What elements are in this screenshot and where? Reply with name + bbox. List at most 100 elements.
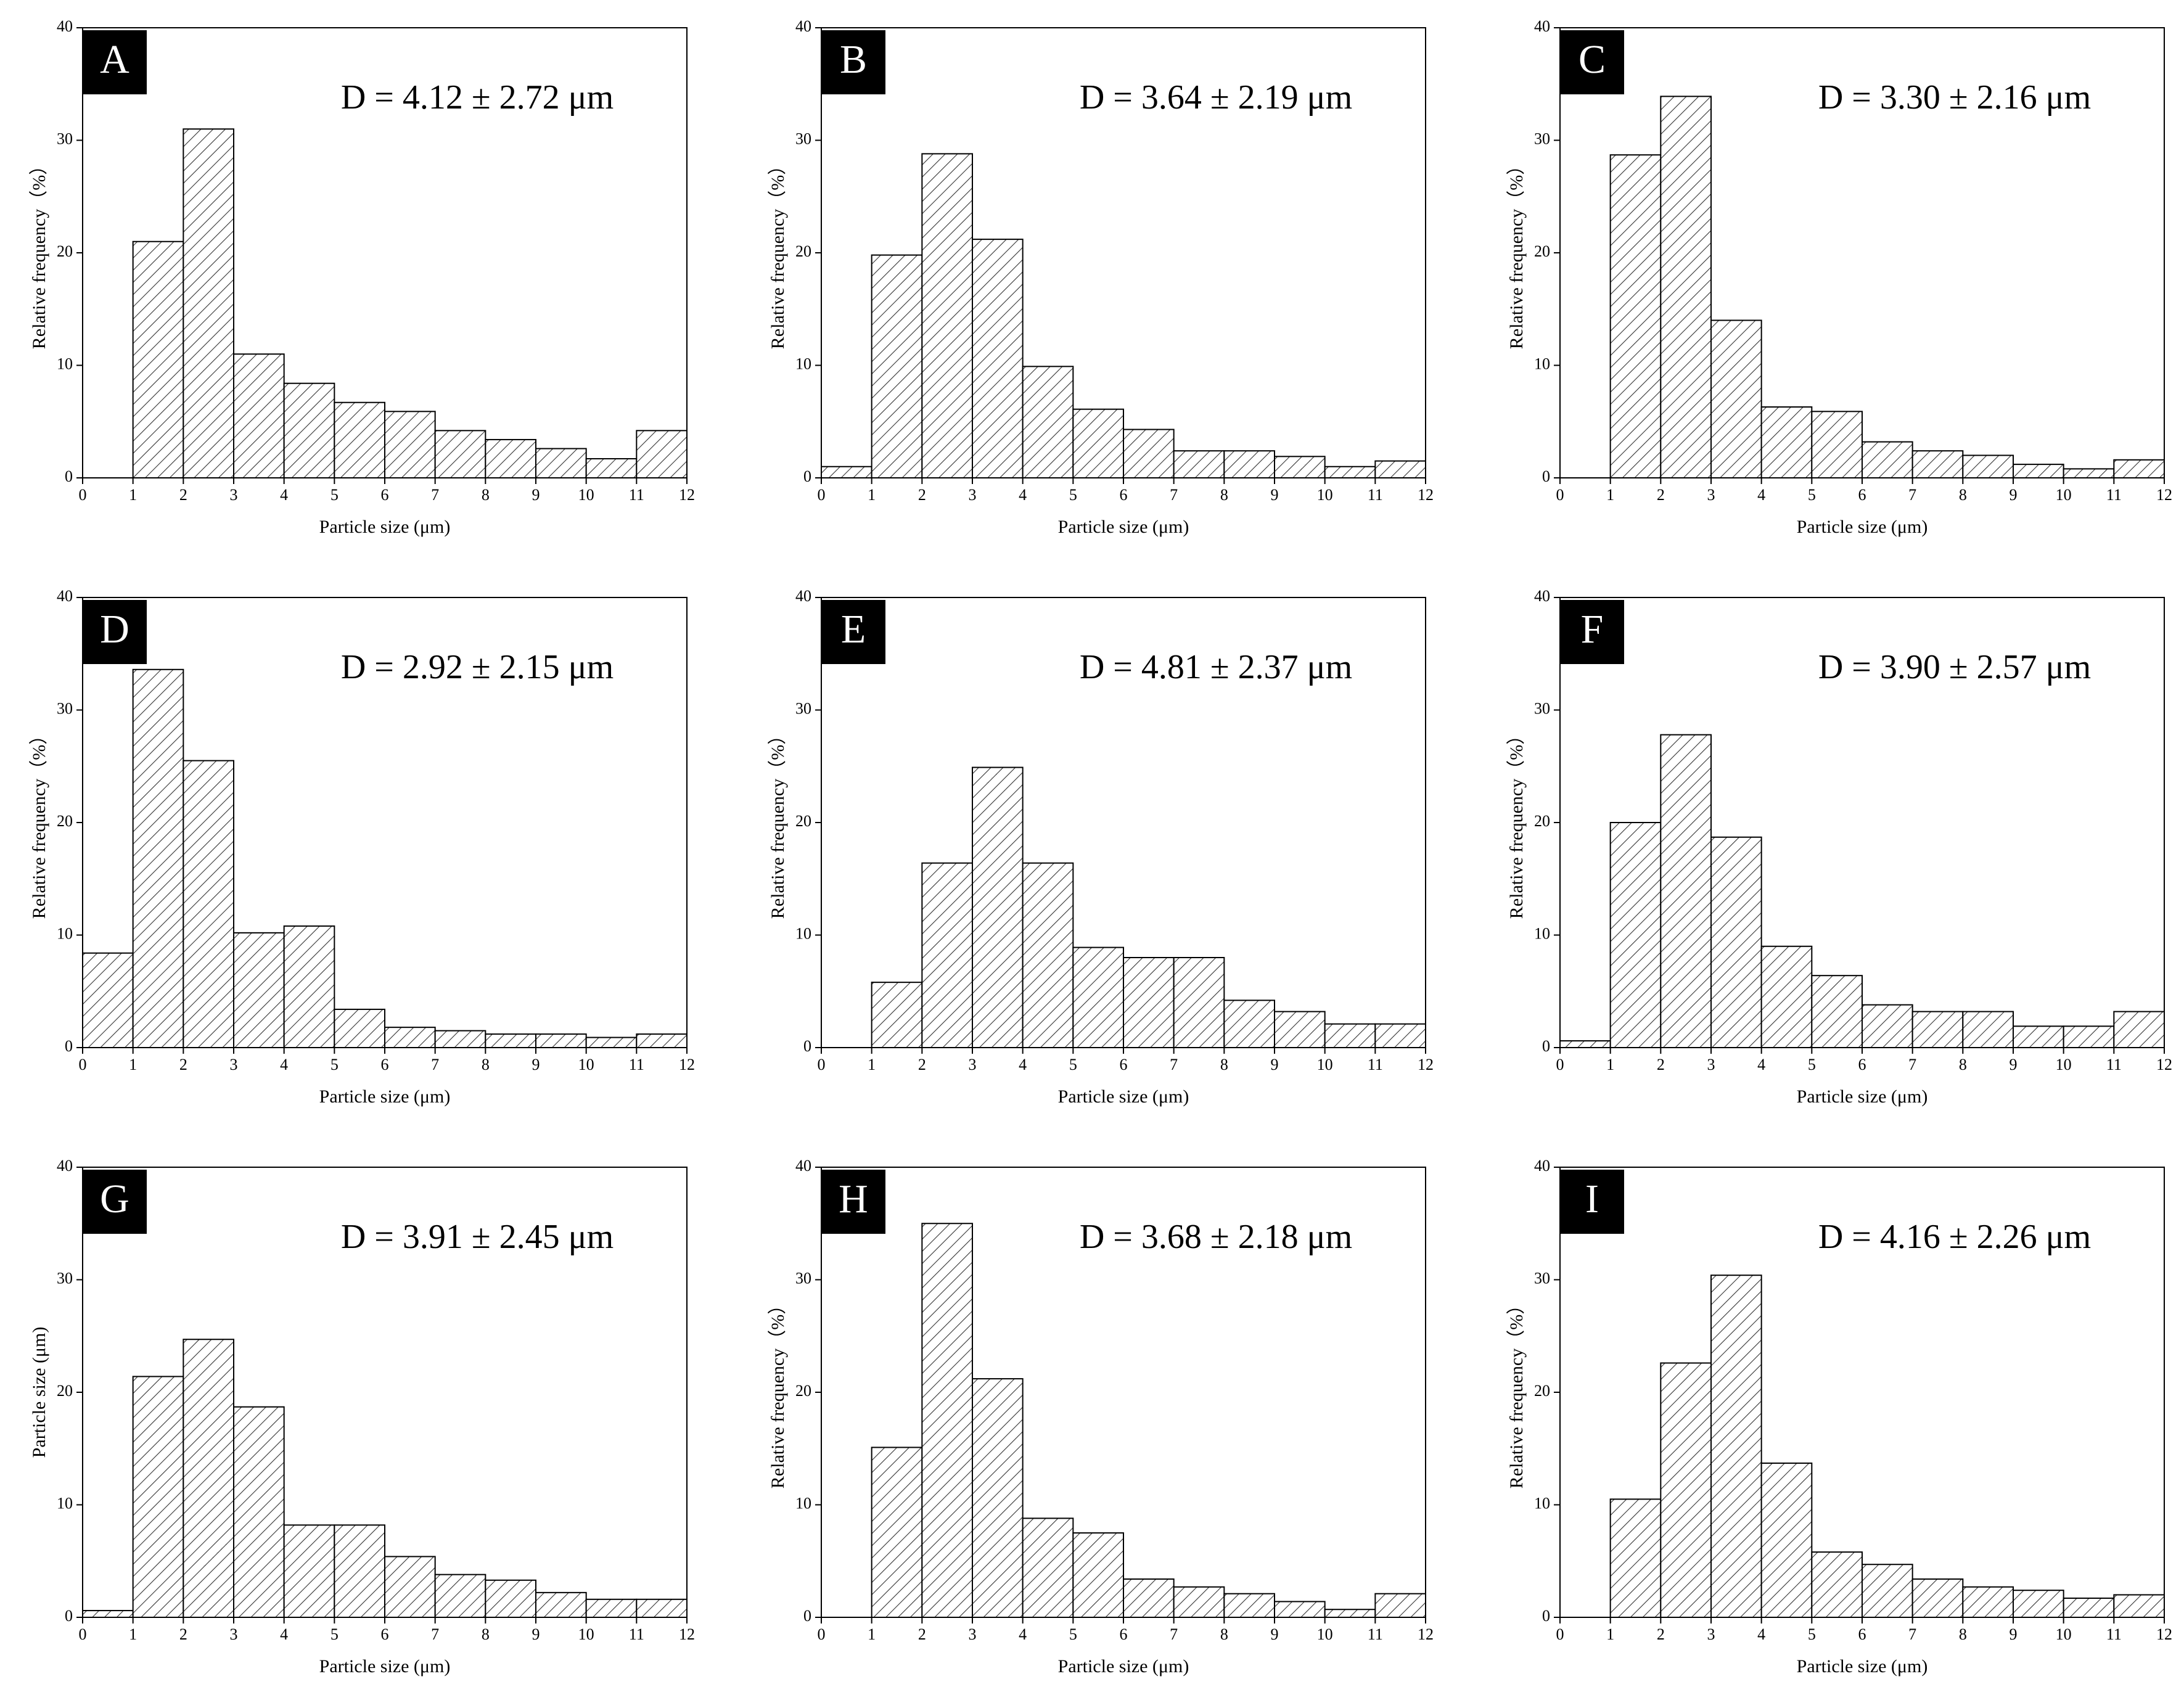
x-tick-label: 3 (969, 1625, 977, 1643)
bar (1962, 1586, 2014, 1619)
x-tick-label: 7 (431, 486, 439, 504)
x-tick-label: 8 (1959, 1625, 1967, 1643)
bar (972, 239, 1024, 478)
y-axis-label: Relative frequency（%） (1506, 157, 1527, 349)
x-tick-label: 3 (230, 486, 238, 504)
x-tick-label: 1 (129, 1056, 137, 1073)
panel-label-box (1560, 1170, 1624, 1234)
y-tick-label: 30 (1534, 1269, 1550, 1287)
bar (233, 1406, 285, 1619)
bar (434, 1574, 486, 1618)
bar (384, 1027, 436, 1049)
x-tick-label: 7 (431, 1625, 439, 1643)
bar (1274, 1011, 1326, 1048)
annotation: D = 4.81 ± 2.37 μm (1080, 648, 1352, 686)
bar (283, 382, 335, 479)
y-tick-label: 0 (65, 467, 73, 485)
y-tick-label: 30 (57, 129, 73, 147)
x-tick-label: 4 (280, 486, 288, 504)
y-tick-label: 40 (795, 17, 811, 35)
bar (1072, 1532, 1125, 1618)
bar (1710, 1274, 1762, 1618)
x-tick-label: 2 (179, 1625, 187, 1643)
x-tick-label: 0 (818, 1625, 826, 1643)
bar (921, 862, 974, 1048)
annotation: D = 3.91 ± 2.45 μm (341, 1218, 614, 1256)
x-tick-label: 0 (1556, 486, 1564, 504)
x-tick-label: 1 (129, 1625, 137, 1643)
bar (1223, 999, 1276, 1048)
x-tick-label: 1 (129, 486, 137, 504)
bar (1374, 1593, 1426, 1619)
x-tick-label: 3 (1707, 1056, 1715, 1073)
x-tick-label: 4 (1019, 1625, 1027, 1643)
y-tick-label: 0 (65, 1037, 73, 1055)
panel-label: I (1585, 1176, 1599, 1221)
y-tick-label: 40 (1534, 1157, 1550, 1175)
y-axis-label: Particle size (μm) (29, 1327, 49, 1458)
bar (1911, 450, 1964, 479)
bar (1609, 154, 1662, 479)
bar (1072, 408, 1125, 478)
x-tick-label: 11 (2106, 1056, 2122, 1073)
y-tick-label: 0 (1542, 1037, 1550, 1055)
bar (82, 952, 134, 1048)
x-tick-label: 8 (482, 1625, 490, 1643)
y-tick-label: 30 (795, 1269, 811, 1287)
x-tick-label: 5 (1069, 1625, 1077, 1643)
panel-label: B (840, 37, 867, 82)
x-axis-label: Particle size (μm) (319, 517, 451, 537)
bar (1022, 1517, 1074, 1618)
panel-label-box (821, 600, 885, 664)
bar (1911, 1578, 1964, 1618)
x-tick-label: 4 (280, 1056, 288, 1073)
bar (1811, 1551, 1863, 1618)
y-tick-label: 0 (1542, 467, 1550, 485)
x-tick-label: 6 (381, 1625, 389, 1643)
x-tick-label: 3 (230, 1056, 238, 1073)
y-tick-label: 40 (57, 587, 73, 605)
x-tick-label: 11 (1368, 1056, 1383, 1073)
y-tick-label: 40 (57, 1157, 73, 1175)
bar (1173, 1586, 1225, 1619)
y-tick-label: 40 (795, 587, 811, 605)
bar (384, 411, 436, 479)
panel-label: C (1578, 37, 1606, 82)
bar (334, 401, 385, 478)
x-tick-label: 10 (578, 486, 594, 504)
x-tick-label: 8 (1959, 1056, 1967, 1073)
bar (636, 1033, 688, 1048)
bar (1710, 836, 1762, 1048)
y-tick-label: 40 (1534, 587, 1550, 605)
bar (1609, 1498, 1662, 1618)
y-axis-label: Relative frequency（%） (768, 157, 788, 349)
x-tick-label: 1 (1606, 486, 1614, 504)
x-tick-label: 8 (482, 486, 490, 504)
y-tick-label: 0 (65, 1607, 73, 1625)
bar (871, 1447, 923, 1619)
x-tick-label: 12 (679, 486, 695, 504)
x-tick-label: 1 (868, 1056, 876, 1073)
x-tick-label: 10 (2056, 1625, 2072, 1643)
x-tick-label: 9 (1271, 1056, 1279, 1073)
x-tick-label: 6 (1120, 1625, 1128, 1643)
bar (821, 466, 872, 478)
x-tick-label: 10 (578, 1056, 594, 1073)
x-tick-label: 6 (1120, 486, 1128, 504)
bar (972, 1378, 1024, 1619)
y-axis-label: Relative frequency（%） (1506, 1296, 1527, 1488)
bar (485, 438, 536, 479)
panel-label-box (821, 30, 885, 94)
x-tick-label: 8 (1959, 486, 1967, 504)
bar (2063, 468, 2115, 479)
bar (1072, 946, 1125, 1048)
x-tick-label: 12 (2156, 1056, 2172, 1073)
annotation: D = 4.16 ± 2.26 μm (1818, 1218, 2091, 1256)
y-tick-label: 40 (795, 1157, 811, 1175)
bar (183, 760, 235, 1048)
x-tick-label: 6 (381, 486, 389, 504)
panel-label: F (1581, 607, 1604, 652)
x-tick-label: 9 (532, 1056, 540, 1073)
x-tick-label: 0 (818, 1056, 826, 1073)
